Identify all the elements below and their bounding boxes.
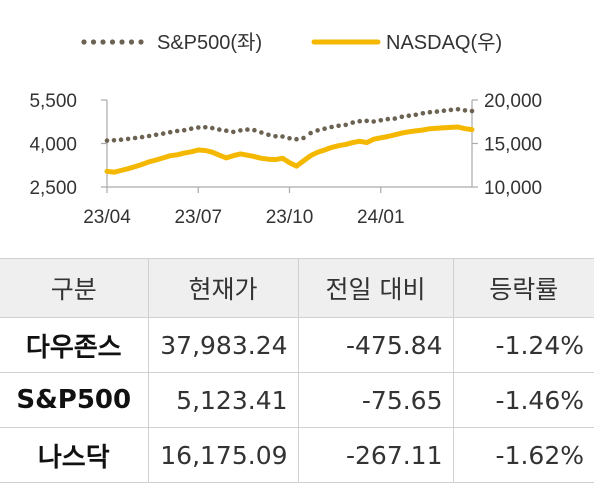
row-change: -267.11 (298, 427, 454, 483)
sp500-line-dot (273, 134, 278, 139)
sp500-line-dot (252, 127, 257, 133)
sp500-line-dot (378, 118, 384, 123)
sp500-line-dot (462, 108, 468, 113)
sp500-line-dot (315, 128, 320, 133)
sp500-line-dot (385, 116, 391, 122)
row-price: 5,123.41 (148, 372, 299, 428)
line-chart: 2,500 4,000 5,500 10,000 15,000 20,000 23/04 23… (29, 31, 542, 228)
sp500-line-dot (188, 126, 194, 131)
sp500-line-dot (434, 109, 440, 114)
row-name: 다우존스 (0, 317, 149, 373)
sp500-line-dot (111, 138, 117, 143)
legend-swatch-sp500 (90, 39, 97, 45)
sp500-line-dot (427, 109, 433, 115)
table-header-row: 구분 현재가 전일 대비 등락률 (0, 258, 594, 318)
sp500-line-dot (259, 130, 264, 135)
sp500-line-dot (406, 113, 412, 118)
right-axis-tick-label: 10,000 (484, 178, 542, 199)
legend-swatch-sp500 (81, 39, 87, 45)
sp500-line-dot (420, 111, 426, 116)
sp500-line-dot (167, 129, 173, 135)
sp500-line-dot (329, 124, 334, 130)
sp500-line-dot (196, 125, 201, 130)
sp500-line-dot (364, 118, 370, 124)
left-axis-tick-label: 4,000 (29, 135, 77, 156)
sp500-line-dot (153, 132, 159, 138)
header-price: 현재가 (148, 258, 299, 318)
row-change: -75.65 (298, 372, 454, 428)
sp500-line-dot (350, 120, 356, 125)
legend-swatch-sp500 (100, 39, 106, 45)
sp500-line-dot (224, 128, 229, 133)
sp500-line-dot (203, 125, 208, 130)
left-axis-tick-label: 5,500 (29, 91, 77, 112)
header-category: 구분 (0, 258, 149, 318)
row-name: S&P500 (0, 372, 149, 428)
sp500-line-dot (217, 127, 222, 132)
sp500-line-dot (294, 136, 299, 142)
x-axis-tick-label: 23/04 (83, 207, 131, 228)
legend-label-sp500: S&P500(좌) (157, 31, 262, 54)
right-axis-tick-label: 20,000 (484, 91, 542, 112)
sp500-line-dot (146, 133, 152, 139)
header-change: 전일 대비 (298, 258, 454, 318)
sp500-line-dot (371, 119, 377, 124)
row-price: 16,175.09 (148, 427, 299, 483)
sp500-line-dot (174, 128, 180, 134)
row-price: 37,983.24 (148, 317, 299, 373)
nasdaq-line (104, 124, 475, 175)
table-row-dow: 다우존스 37,983.24 -475.84 -1.24% (0, 317, 594, 373)
sp500-line-dot (413, 112, 419, 118)
legend-swatch-sp500 (138, 39, 144, 45)
header-rate: 등락률 (453, 258, 594, 318)
row-rate: -1.24% (453, 317, 594, 373)
x-axis-tick-label: 24/01 (357, 207, 405, 228)
chart-area: 2,500 4,000 5,500 10,000 15,000 20,000 23/04 23… (29, 31, 542, 228)
sp500-line-dot (104, 138, 110, 143)
sp500-line-dot (399, 114, 405, 120)
sp500-line-dot (238, 128, 243, 133)
legend-swatch-sp500 (119, 39, 125, 45)
table-row-sp500: S&P500 5,123.41 -75.65 -1.46% (0, 372, 594, 428)
sp500-line-dot (336, 123, 341, 129)
x-axis-tick-label: 23/07 (174, 207, 222, 228)
sp500-line-dot (266, 132, 271, 138)
sp500-line-dot (160, 131, 166, 136)
sp500-line-dot (455, 107, 461, 112)
right-axis-tick-label: 15,000 (484, 135, 542, 156)
sp500-line-dot (308, 130, 313, 136)
sp500-line-dot (280, 134, 285, 139)
sp500-line-dot (441, 108, 447, 113)
sp500-line-dot (118, 137, 124, 142)
sp500-line-dot (322, 126, 327, 131)
sp500-line-dot (231, 129, 236, 135)
sp500-line-dot (343, 122, 349, 128)
sp500-line-dot (210, 125, 215, 131)
sp500-line-dot (392, 116, 398, 121)
table-row-nasdaq: 나스닥 16,175.09 -267.11 -1.62% (0, 427, 594, 483)
sp500-line-dot (245, 127, 250, 132)
left-axis-tick-label: 2,500 (29, 178, 77, 199)
sp500-line-dot (287, 136, 292, 141)
sp500-line-dot (469, 108, 475, 114)
index-quote-table: 구분 현재가 전일 대비 등락률 다우존스 37,983.24 -475.84 … (0, 258, 594, 483)
legend-label-nasdaq: NASDAQ(우) (386, 32, 502, 54)
legend-swatch-sp500 (128, 39, 135, 45)
row-change: -475.84 (298, 317, 454, 373)
sp500-line-dot (139, 134, 145, 140)
row-name: 나스닥 (0, 427, 149, 483)
sp500-line-dot (181, 127, 187, 133)
row-rate: -1.62% (453, 427, 594, 483)
sp500-line-dot (125, 136, 131, 142)
sp500-line-dot (132, 135, 138, 141)
sp500-line-dot (301, 135, 306, 141)
sp500-line-dot (448, 107, 454, 113)
row-rate: -1.46% (453, 372, 594, 428)
sp500-line-dot (357, 118, 363, 124)
x-axis-tick-label: 23/10 (266, 207, 314, 228)
legend-swatch-sp500 (109, 39, 116, 45)
